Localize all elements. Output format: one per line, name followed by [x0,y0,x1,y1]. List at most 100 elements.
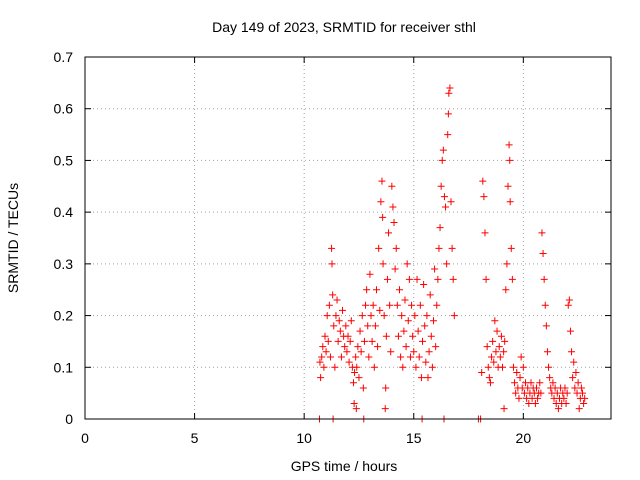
data-point [434,275,442,283]
data-point [364,322,372,330]
data-point [342,322,350,330]
data-point [570,358,578,366]
data-point [432,343,440,351]
data-point [335,317,343,325]
data-point [367,312,375,320]
data-point [564,301,572,309]
data-point [516,374,524,382]
data-point [331,363,339,371]
data-point [443,260,451,268]
data-point [375,244,383,252]
data-point [496,353,504,361]
data-point [572,368,580,376]
data-point [486,379,494,387]
data-point [438,156,446,164]
data-point [394,332,402,340]
data-point [421,322,429,330]
data-point [478,368,486,376]
data-point [377,198,385,206]
data-point [425,348,433,356]
data-point [580,399,588,407]
plot-frame [84,56,612,420]
data-point [422,358,430,366]
y-tick-label: 0.1 [54,359,74,375]
data-point [355,374,363,382]
data-point [428,363,436,371]
data-point [565,296,573,304]
data-point [316,358,324,366]
data-point [344,332,352,340]
data-point [330,322,338,330]
data-point [488,353,496,361]
data-point [391,265,399,273]
data-point [382,384,390,392]
data-point [379,260,387,268]
data-point [350,399,358,407]
data-point [448,244,456,252]
data-point [410,348,418,356]
data-point [323,312,331,320]
data-point [351,368,359,376]
x-tick-label: 15 [406,430,422,446]
data-point [365,353,373,361]
data-point [537,389,545,397]
data-point [416,301,424,309]
data-point [517,353,525,361]
data-point [343,348,351,356]
data-point [332,312,340,320]
data-point [385,229,393,237]
data-point [484,363,492,371]
data-point [444,110,452,118]
data-point [497,332,505,340]
data-point [346,337,354,345]
data-point [347,317,355,325]
data-point [541,301,549,309]
data-point [423,312,431,320]
data-point [534,394,542,402]
data-point [437,182,445,190]
data-point [380,312,388,320]
data-point [563,389,571,397]
data-point [447,198,455,206]
data-point [492,348,500,356]
data-point [481,229,489,237]
data-point [326,353,334,361]
gridlines [85,57,611,419]
data-point [419,337,427,345]
data-point [356,327,364,335]
data-point [500,348,508,356]
data-point [415,353,423,361]
y-tick-label: 0.5 [54,152,74,168]
data-point [439,146,447,154]
data-point [440,193,448,201]
data-point [319,343,327,351]
data-points [316,84,589,423]
data-point [450,312,458,320]
data-point [337,353,345,361]
data-point [345,358,353,366]
data-point [566,327,574,335]
data-point [482,275,490,283]
data-point [429,317,437,325]
data-point [397,353,405,361]
tick-marks [84,56,611,420]
data-point [495,343,503,351]
data-point [324,337,332,345]
data-point [525,399,533,407]
data-point [417,374,425,382]
data-point [508,275,516,283]
data-point [424,374,432,382]
data-point [362,301,370,309]
x-axis-label: GPS time / hours [291,458,398,474]
data-point [538,229,546,237]
data-point [403,260,411,268]
data-point [500,405,508,413]
data-point [369,301,377,309]
data-point [321,332,329,340]
data-point [413,275,421,283]
data-point [358,312,366,320]
data-point [511,379,519,387]
data-point [353,363,361,371]
data-point [378,177,386,185]
